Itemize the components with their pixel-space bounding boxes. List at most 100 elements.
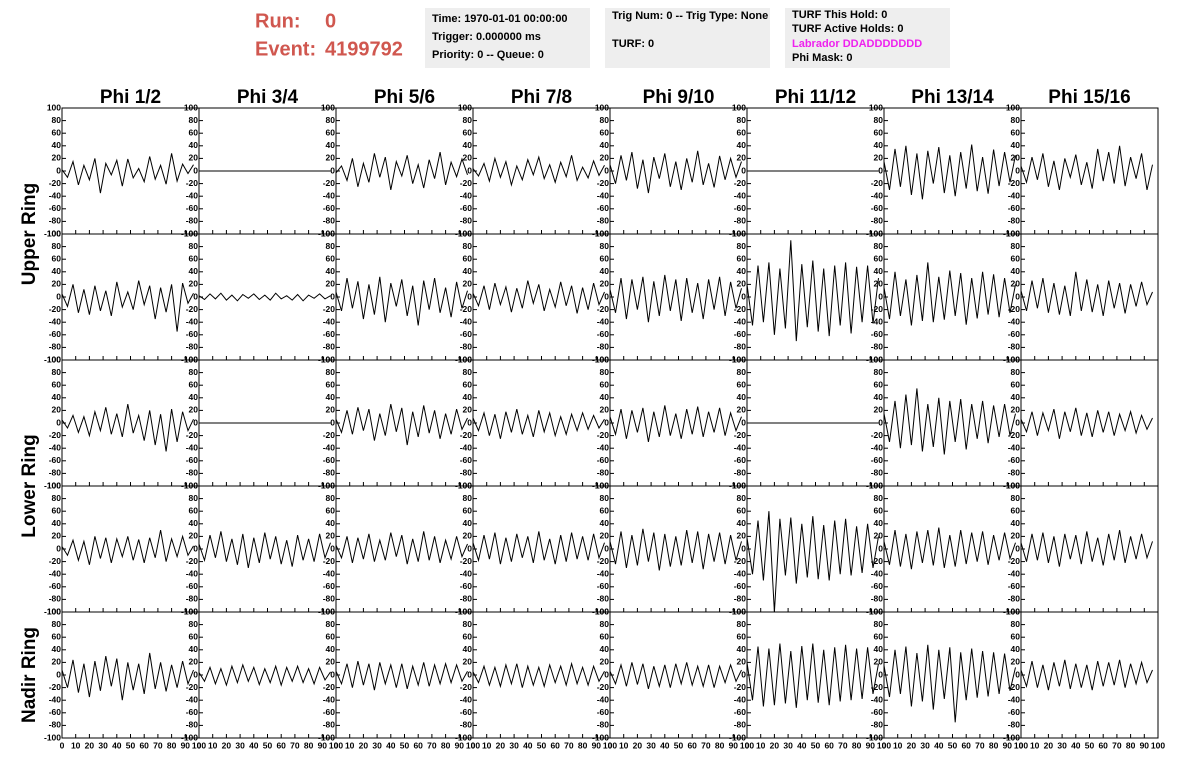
y-tick-label: 60: [326, 253, 336, 263]
x-tick-label: 100: [1014, 740, 1028, 750]
y-tick-label: -40: [597, 568, 610, 578]
y-tick-label: 60: [874, 505, 884, 515]
y-tick-label: 100: [595, 480, 609, 490]
x-tick-label: 60: [687, 740, 697, 750]
y-tick-label: 80: [874, 367, 884, 377]
y-tick-label: -80: [49, 720, 62, 730]
y-tick-label: -60: [871, 455, 884, 465]
y-tick-label: 0: [330, 165, 335, 175]
x-tick-label: 0: [882, 740, 887, 750]
x-tick-label: 40: [934, 740, 944, 750]
y-tick-label: -100: [592, 606, 609, 616]
y-tick-label: -20: [871, 682, 884, 692]
y-tick-label: 80: [874, 493, 884, 503]
x-tick-label: 0: [1019, 740, 1024, 750]
y-tick-label: -60: [49, 581, 62, 591]
x-tick-label: 20: [633, 740, 643, 750]
y-tick-label: 0: [878, 669, 883, 679]
y-tick-label: -60: [186, 455, 199, 465]
y-tick-label: 0: [193, 669, 198, 679]
y-tick-label: 60: [52, 631, 62, 641]
y-tick-label: -20: [323, 430, 336, 440]
column-title: Phi 9/10: [643, 87, 715, 108]
x-tick-label: 30: [1057, 740, 1067, 750]
waveform: [61, 530, 194, 565]
x-tick-label: 60: [276, 740, 286, 750]
x-tick-label: 80: [989, 740, 999, 750]
y-tick-label: -80: [1008, 468, 1021, 478]
y-tick-label: -20: [186, 430, 199, 440]
y-tick-label: -100: [1003, 228, 1020, 238]
waveform: [883, 644, 1016, 723]
y-tick-label: 20: [600, 657, 610, 667]
y-tick-label: -20: [597, 178, 610, 188]
y-tick-label: -40: [871, 442, 884, 452]
y-tick-label: 0: [56, 291, 61, 301]
x-tick-label: 10: [208, 740, 218, 750]
y-tick-label: 100: [595, 228, 609, 238]
y-tick-label: -40: [323, 442, 336, 452]
y-tick-label: -80: [734, 468, 747, 478]
x-tick-label: 30: [509, 740, 519, 750]
y-tick-label: -60: [1008, 329, 1021, 339]
y-tick-label: -100: [592, 732, 609, 742]
y-tick-label: 40: [1011, 266, 1021, 276]
y-tick-label: -40: [49, 568, 62, 578]
y-tick-label: -60: [871, 329, 884, 339]
event-label: Event:: [255, 38, 316, 60]
y-tick-label: -20: [734, 556, 747, 566]
waveform: [61, 652, 194, 701]
y-tick-label: -40: [186, 568, 199, 578]
y-tick-label: -40: [323, 568, 336, 578]
y-tick-label: -60: [323, 329, 336, 339]
x-tick-label: 60: [961, 740, 971, 750]
x-tick-label: 100: [603, 740, 617, 750]
x-tick-label: 100: [329, 740, 343, 750]
y-tick-label: 100: [458, 102, 472, 112]
y-tick-label: -20: [49, 178, 62, 188]
y-tick-label: 20: [1011, 405, 1021, 415]
y-tick-label: -60: [323, 203, 336, 213]
y-tick-label: 80: [1011, 115, 1021, 125]
y-tick-label: 20: [189, 657, 199, 667]
y-tick-label: -20: [1008, 682, 1021, 692]
x-tick-label: 90: [181, 740, 191, 750]
y-tick-label: -40: [1008, 568, 1021, 578]
y-tick-label: 0: [741, 669, 746, 679]
column-title: Phi 3/4: [237, 87, 299, 108]
y-tick-label: -20: [1008, 304, 1021, 314]
y-tick-label: 60: [600, 631, 610, 641]
y-tick-label: 80: [326, 241, 336, 251]
x-tick-label: 30: [646, 740, 656, 750]
y-tick-label: -20: [49, 304, 62, 314]
waveform: [335, 660, 468, 691]
y-tick-label: 80: [874, 619, 884, 629]
waveform: [746, 643, 879, 708]
y-tick-label: -80: [323, 342, 336, 352]
y-tick-label: -100: [44, 354, 61, 364]
y-tick-label: -100: [318, 480, 335, 490]
y-tick-label: -60: [186, 203, 199, 213]
y-tick-label: 80: [463, 619, 473, 629]
y-tick-label: -20: [460, 304, 473, 314]
y-tick-label: -60: [1008, 707, 1021, 717]
y-tick-label: -40: [186, 694, 199, 704]
y-tick-label: 20: [600, 405, 610, 415]
y-tick-label: 20: [326, 279, 336, 289]
y-tick-label: 80: [737, 619, 747, 629]
waveform: [609, 528, 742, 571]
y-tick-label: 0: [56, 669, 61, 679]
y-tick-label: 40: [737, 392, 747, 402]
y-tick-label: 100: [595, 606, 609, 616]
y-tick-label: -20: [49, 556, 62, 566]
y-tick-label: -80: [1008, 720, 1021, 730]
y-tick-label: 80: [600, 367, 610, 377]
waveform: [472, 155, 605, 187]
y-tick-label: -80: [323, 468, 336, 478]
y-tick-label: 60: [189, 253, 199, 263]
waveform: [1020, 145, 1153, 191]
y-tick-label: -20: [49, 682, 62, 692]
y-tick-label: -40: [597, 190, 610, 200]
y-tick-label: -100: [1003, 732, 1020, 742]
y-tick-label: 60: [1011, 505, 1021, 515]
